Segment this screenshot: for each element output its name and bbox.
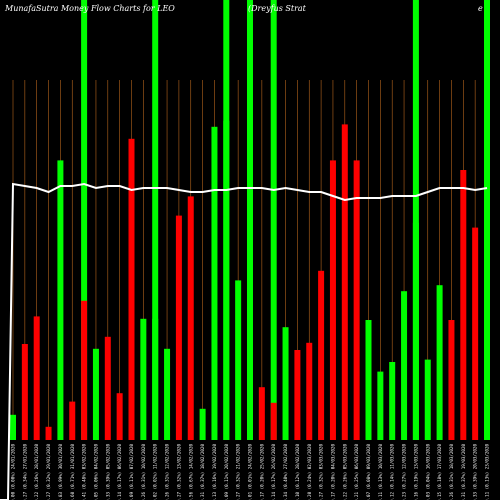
x-tick-label: 0.02 (0.02%) 11/02/2020 <box>153 444 158 500</box>
bar <box>21 344 28 440</box>
bar <box>45 426 52 440</box>
bar <box>116 393 123 440</box>
bar <box>258 387 265 440</box>
bar <box>306 342 313 440</box>
bar <box>401 291 408 440</box>
full-height-marker <box>81 0 88 440</box>
bar <box>211 126 218 441</box>
x-tick-label: 0.20 (0.24%) 02/03/2020 <box>307 444 312 500</box>
bar <box>353 160 360 440</box>
x-tick-label: 0.03 (0.04%) 16/03/2020 <box>425 444 430 500</box>
x-tick-label: 0.27 (0.32%) 03/03/2020 <box>319 444 324 500</box>
x-tick-label: 0.17 (0.20%) 04/03/2020 <box>330 444 335 500</box>
bar <box>377 371 384 440</box>
full-height-marker <box>412 0 419 440</box>
x-tick-label: 0.17 (0.20%) 25/02/2020 <box>259 444 264 500</box>
full-height-marker <box>270 0 277 440</box>
x-tick-label: 0.33 (0.39%) 20/03/2020 <box>473 444 478 500</box>
x-tick-label: 0.00 (0.00%) 24/01/2020 <box>11 444 16 500</box>
bar <box>152 318 159 440</box>
bar <box>436 285 443 440</box>
x-tick-label: 0.09 (0.11%) 20/02/2020 <box>224 444 229 500</box>
x-tick-label: 0.22 (0.26%) 28/01/2020 <box>34 444 39 500</box>
x-tick-label: 0.11 (0.13%) 23/03/2020 <box>485 444 490 500</box>
x-tick-label: 0.13 (0.16%) 19/02/2020 <box>212 444 217 500</box>
x-tick-label: 0.26 (0.31%) 12/02/2020 <box>165 444 170 500</box>
bar <box>341 124 348 441</box>
x-tick-label: 0.11 (0.13%) 10/03/2020 <box>378 444 383 500</box>
price-line <box>0 182 488 500</box>
bar <box>175 215 182 440</box>
bar <box>104 336 111 440</box>
x-tick-label: 0.27 (0.32%) 21/02/2020 <box>236 444 241 500</box>
bar <box>57 160 64 440</box>
x-tick-label: 0.27 (0.32%) 29/01/2020 <box>46 444 51 500</box>
x-tick-label: 0.05 (0.06%) 04/02/2020 <box>93 444 98 500</box>
x-tick-label: 0.09 (0.11%) 07/02/2020 <box>129 444 134 500</box>
bar <box>329 160 336 440</box>
bar <box>164 348 171 440</box>
bar <box>484 404 490 440</box>
bar <box>294 350 301 440</box>
bar <box>448 320 455 440</box>
bar <box>69 401 76 440</box>
company-name: (Dreyfus Strat <box>248 4 306 13</box>
chart-title: MunafaSutra Money Flow Charts for LEO <box>5 4 175 13</box>
x-tick-label: 0.33 (0.39%) 05/02/2020 <box>105 444 110 500</box>
bar <box>424 359 431 440</box>
x-tick-label: 0.23 (0.27%) 12/03/2020 <box>402 444 407 500</box>
bar <box>92 348 99 440</box>
x-tick-label: 0.16 (0.19%) 13/03/2020 <box>413 444 418 500</box>
bar <box>282 327 289 440</box>
bar <box>389 362 396 440</box>
x-tick-label: 0.56 (0.67%) 14/02/2020 <box>188 444 193 500</box>
x-tick-label: 0.27 (0.34%) 27/01/2020 <box>22 444 27 500</box>
x-tick-label: 0.12 (0.14%) 11/03/2020 <box>390 444 395 500</box>
x-tick-label: 0.83 (0.99%) 30/01/2020 <box>58 444 63 500</box>
x-tick-labels: 0.00 (0.00%) 24/01/2020 0.27 (0.34%) 27/0… <box>11 444 490 500</box>
x-tick-label: 0.34 (0.40%) 27/02/2020 <box>283 444 288 500</box>
bar <box>81 300 88 440</box>
bar <box>140 318 147 440</box>
bar <box>460 170 467 440</box>
x-tick-label: 0.27 (0.32%) 13/02/2020 <box>176 444 181 500</box>
x-tick-label: 0.10 (0.12%) 28/02/2020 <box>295 444 300 500</box>
bar <box>199 408 206 440</box>
bar <box>223 120 230 441</box>
full-height-marker <box>484 0 490 440</box>
full-height-marker <box>247 0 253 440</box>
bar <box>270 402 277 440</box>
money-flow-bars <box>10 120 490 441</box>
x-tick-label: 0.41 (0.48%) 03/02/2020 <box>82 444 87 500</box>
bar <box>412 222 419 440</box>
x-tick-label: 0.22 (0.26%) 05/03/2020 <box>342 444 347 500</box>
x-tick-label: 0.26 (0.31%) 10/02/2020 <box>141 444 146 500</box>
bar <box>128 138 135 441</box>
title-tail: e <box>478 4 483 13</box>
bar <box>235 280 242 440</box>
x-tick-label: 0.14 (0.17%) 06/02/2020 <box>117 444 122 500</box>
x-tick-label: 0.14 (0.17%) 26/02/2020 <box>271 444 276 500</box>
x-tick-label: 0.60 (0.71%) 31/01/2020 <box>70 444 75 500</box>
bar <box>33 316 40 440</box>
full-height-marker <box>152 0 159 440</box>
x-tick-label: 0.15 (0.18%) 17/03/2020 <box>437 444 442 500</box>
x-tick-label: 0.31 (0.37%) 19/03/2020 <box>461 444 466 500</box>
bar <box>10 414 16 440</box>
bar <box>365 320 372 440</box>
bar <box>187 196 194 440</box>
bar <box>318 270 325 440</box>
x-tick-label: 0.01 (0.01%) 24/02/2020 <box>248 444 253 500</box>
x-tick-label: 0.21 (0.25%) 06/03/2020 <box>354 444 359 500</box>
bar <box>472 227 479 440</box>
x-tick-label: 0.26 (0.31%) 18/03/2020 <box>449 444 454 500</box>
bar <box>247 405 253 440</box>
x-tick-label: 0.07 (0.08%) 09/03/2020 <box>366 444 371 500</box>
x-tick-label: 0.31 (0.37%) 18/02/2020 <box>200 444 205 500</box>
